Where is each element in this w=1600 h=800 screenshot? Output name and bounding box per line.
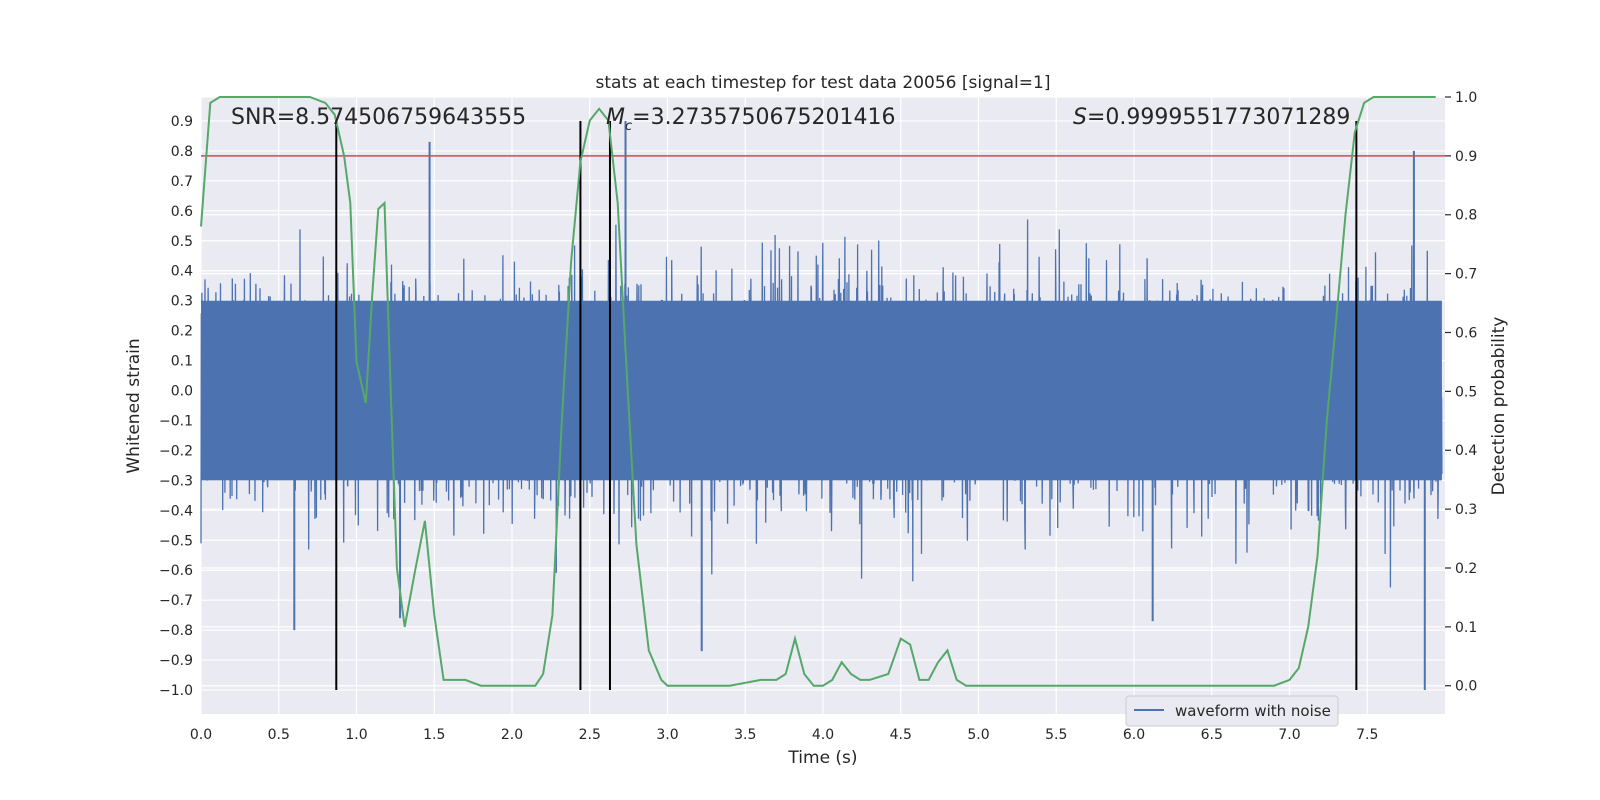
x-tick-label: 5.0	[967, 727, 989, 743]
y2-tick-label: 0.5	[1455, 384, 1477, 400]
s-value: =0.9999551773071289	[1087, 105, 1350, 130]
x-tick-label: 2.5	[579, 727, 601, 743]
y2-tick-label: 0.3	[1455, 502, 1477, 518]
x-tick-label: 0.5	[268, 727, 290, 743]
y-tick-label: −0.1	[159, 413, 193, 429]
y2-tick-labels: 1.0 0.9 0.8 0.7 0.6 0.5 0.4 0.3 0.2 0.1 0.0	[1445, 90, 1477, 695]
y2-tick-label: 0.0	[1455, 679, 1477, 695]
y-tick-label: −0.4	[159, 503, 193, 519]
probability-line	[200, 96, 1436, 687]
y-tick-label: 0.3	[171, 294, 193, 310]
x-tick-label: 0.0	[190, 727, 212, 743]
x-axis-label: Time (s)	[787, 748, 857, 768]
y-tick-label: 0.1	[171, 354, 193, 370]
x-tick-label: 6.5	[1201, 727, 1223, 743]
y-tick-label: 0.9	[171, 114, 193, 130]
y-tick-label: 0.7	[171, 174, 193, 190]
x-tick-label: 3.0	[656, 727, 678, 743]
s-symbol: S	[1073, 105, 1087, 130]
waveform-core	[201, 300, 1442, 481]
y2-tick-label: 0.7	[1455, 267, 1477, 283]
y-tick-label: 0.6	[171, 204, 193, 220]
y2-tick-label: 0.6	[1455, 325, 1477, 341]
y-tick-labels: 0.9 0.8 0.7 0.6 0.5 0.4 0.3 0.2 0.1 0.0 −0.1 −0.2 −0…	[159, 114, 193, 699]
mc-subscript: c	[625, 119, 632, 134]
x-tick-label: 3.5	[734, 727, 756, 743]
waveform-series	[200, 120, 1443, 691]
y-tick-label: 0.0	[171, 384, 193, 400]
snr-annotation: SNR=8.574506759643555	[231, 105, 526, 130]
x-tick-label: 7.0	[1278, 727, 1300, 743]
y-axis-label: Whitened strain	[124, 338, 144, 473]
y2-tick-label: 0.1	[1455, 620, 1477, 636]
x-tick-label: 7.5	[1356, 727, 1378, 743]
mc-symbol: M	[606, 105, 625, 130]
chart-title: stats at each timestep for test data 200…	[596, 73, 1051, 93]
y2-tick-label: 0.2	[1455, 561, 1477, 577]
y-tick-label: −0.9	[159, 653, 193, 669]
x-tick-labels: 0.0 0.5 1.0 1.5 2.0 2.5 3.0 3.5 4.0 4.5 5.0 5.5 6.0 6…	[190, 727, 1379, 743]
y2-tick-label: 1.0	[1455, 90, 1477, 106]
y-tick-label: 0.2	[171, 324, 193, 340]
mc-annotation: Mc=3.2735750675201416	[606, 105, 896, 134]
probability-series	[200, 96, 1436, 687]
x-tick-label: 2.0	[501, 727, 523, 743]
x-tick-label: 4.5	[890, 727, 912, 743]
x-tick-label: 1.0	[345, 727, 367, 743]
y-tick-label: 0.4	[171, 264, 193, 280]
x-tick-label: 6.0	[1123, 727, 1145, 743]
legend-label: waveform with noise	[1175, 702, 1331, 720]
marker-lines	[335, 120, 1358, 691]
y-tick-label: 0.8	[171, 144, 193, 160]
y-tick-label: −0.6	[159, 563, 193, 579]
legend-box	[1125, 695, 1339, 727]
x-tick-label: 1.5	[423, 727, 445, 743]
y-tick-label: −0.3	[159, 473, 193, 489]
x-tick-label: 4.0	[812, 727, 834, 743]
y-tick-label: −0.7	[159, 593, 193, 609]
y2-tick-label: 0.9	[1455, 149, 1477, 165]
y-tick-label: −0.2	[159, 443, 193, 459]
y-tick-label: −0.8	[159, 623, 193, 639]
y2-axis-label: Detection probability	[1489, 317, 1509, 496]
y-tick-label: −0.5	[159, 533, 193, 549]
s-annotation: S=0.9999551773071289	[1073, 105, 1350, 130]
legend: waveform with noise	[1125, 695, 1339, 727]
y2-tick-label: 0.4	[1455, 443, 1477, 459]
y2-tick-label: 0.8	[1455, 208, 1477, 224]
mc-value: =3.2735750675201416	[632, 105, 895, 130]
y-tick-label: −1.0	[159, 683, 193, 699]
x-tick-label: 5.5	[1045, 727, 1067, 743]
y-tick-label: 0.5	[171, 234, 193, 250]
